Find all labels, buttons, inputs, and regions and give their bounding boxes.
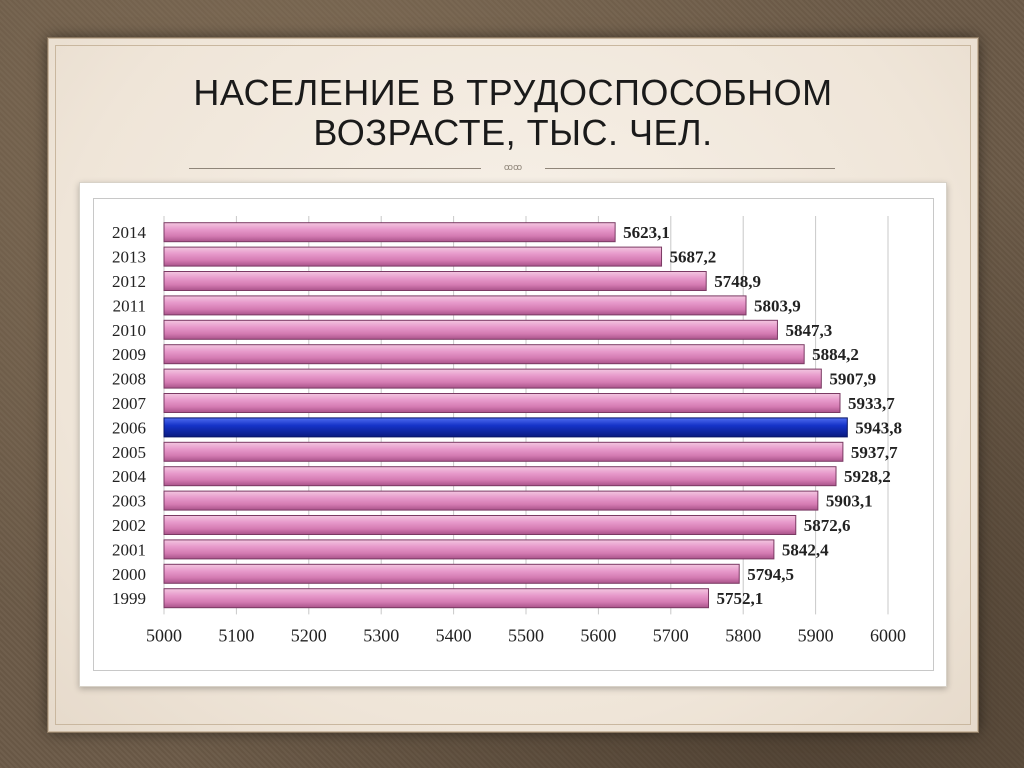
- data-label: 5903,1: [826, 492, 873, 511]
- x-tick-label: 5200: [291, 625, 327, 645]
- bar: [163, 563, 740, 584]
- x-tick-label: 5900: [798, 625, 834, 645]
- bar: [163, 222, 616, 243]
- title-line-1: НАСЕЛЕНИЕ В ТРУДОСПОСОБНОМ: [193, 72, 833, 113]
- category-label: 1999: [112, 589, 146, 608]
- title-line-2: ВОЗРАСТЕ, ТЫС. ЧЕЛ.: [313, 112, 713, 153]
- x-tick-label: 5300: [363, 625, 399, 645]
- category-label: 2006: [112, 418, 146, 437]
- data-label: 5842,4: [782, 540, 829, 559]
- bar: [163, 466, 837, 487]
- divider-ornament-icon: ꝏꝏ: [503, 163, 523, 173]
- category-label: 2010: [112, 321, 146, 340]
- x-tick-label: 5100: [218, 625, 254, 645]
- category-label: 2012: [112, 272, 146, 291]
- divider-rule-left: [189, 168, 481, 169]
- category-label: 2011: [113, 296, 146, 315]
- data-label: 5872,6: [804, 516, 851, 535]
- bar: [163, 319, 778, 340]
- bar: [163, 271, 707, 291]
- category-label: 2003: [112, 492, 146, 511]
- chart-frame: [93, 198, 934, 671]
- bar: [163, 441, 844, 462]
- category-label: 2002: [112, 516, 146, 535]
- category-label: 2013: [112, 248, 146, 267]
- data-label: 5687,2: [670, 248, 717, 267]
- data-label: 5884,2: [812, 345, 859, 364]
- data-label: 5928,2: [844, 467, 891, 486]
- bar: [163, 393, 841, 413]
- x-tick-label: 6000: [870, 625, 906, 645]
- category-label: 2009: [112, 345, 146, 364]
- x-tick-label: 5400: [436, 625, 472, 645]
- category-label: 2008: [112, 370, 146, 389]
- x-tick-label: 5800: [725, 625, 761, 645]
- bar: [163, 588, 710, 609]
- data-label: 5748,9: [714, 272, 761, 291]
- bar: [163, 344, 805, 365]
- x-tick-label: 5600: [580, 625, 616, 645]
- data-label: 5933,7: [848, 394, 895, 413]
- title-divider: ꝏꝏ: [49, 163, 977, 175]
- data-label: 5794,5: [747, 565, 794, 584]
- bar: [163, 295, 747, 316]
- bar: [163, 246, 663, 267]
- category-label: 2001: [112, 540, 146, 559]
- category-label: 2005: [112, 443, 146, 462]
- slide-title: НАСЕЛЕНИЕ В ТРУДОСПОСОБНОМ ВОЗРАСТЕ, ТЫС…: [49, 73, 977, 153]
- data-label: 5943,8: [855, 418, 902, 437]
- chart-card: 2014 5623,1 2013 5687,2 2012 5748,9 2011 5803,9…: [79, 182, 947, 687]
- data-label: 5937,7: [851, 443, 898, 462]
- data-label: 5907,9: [829, 370, 876, 389]
- x-tick-label: 5000: [146, 625, 182, 645]
- bar-highlight: [163, 417, 848, 438]
- bar: [163, 539, 775, 560]
- data-label: 5623,1: [623, 223, 670, 242]
- data-label: 5752,1: [717, 589, 764, 608]
- category-label: 2004: [112, 467, 147, 486]
- data-label: 5803,9: [754, 296, 801, 315]
- category-label: 2014: [112, 223, 147, 242]
- bar: [163, 490, 819, 511]
- bar: [163, 515, 797, 535]
- x-tick-label: 5500: [508, 625, 544, 645]
- divider-rule-right: [545, 168, 835, 169]
- bar: [163, 368, 822, 389]
- category-label: 2007: [112, 394, 147, 413]
- category-label: 2000: [112, 565, 146, 584]
- slide: НАСЕЛЕНИЕ В ТРУДОСПОСОБНОМ ВОЗРАСТЕ, ТЫС…: [48, 38, 978, 732]
- data-label: 5847,3: [785, 321, 832, 340]
- bar-chart: 2014 5623,1 2013 5687,2 2012 5748,9 2011 5803,9…: [112, 216, 906, 645]
- x-tick-label: 5700: [653, 625, 689, 645]
